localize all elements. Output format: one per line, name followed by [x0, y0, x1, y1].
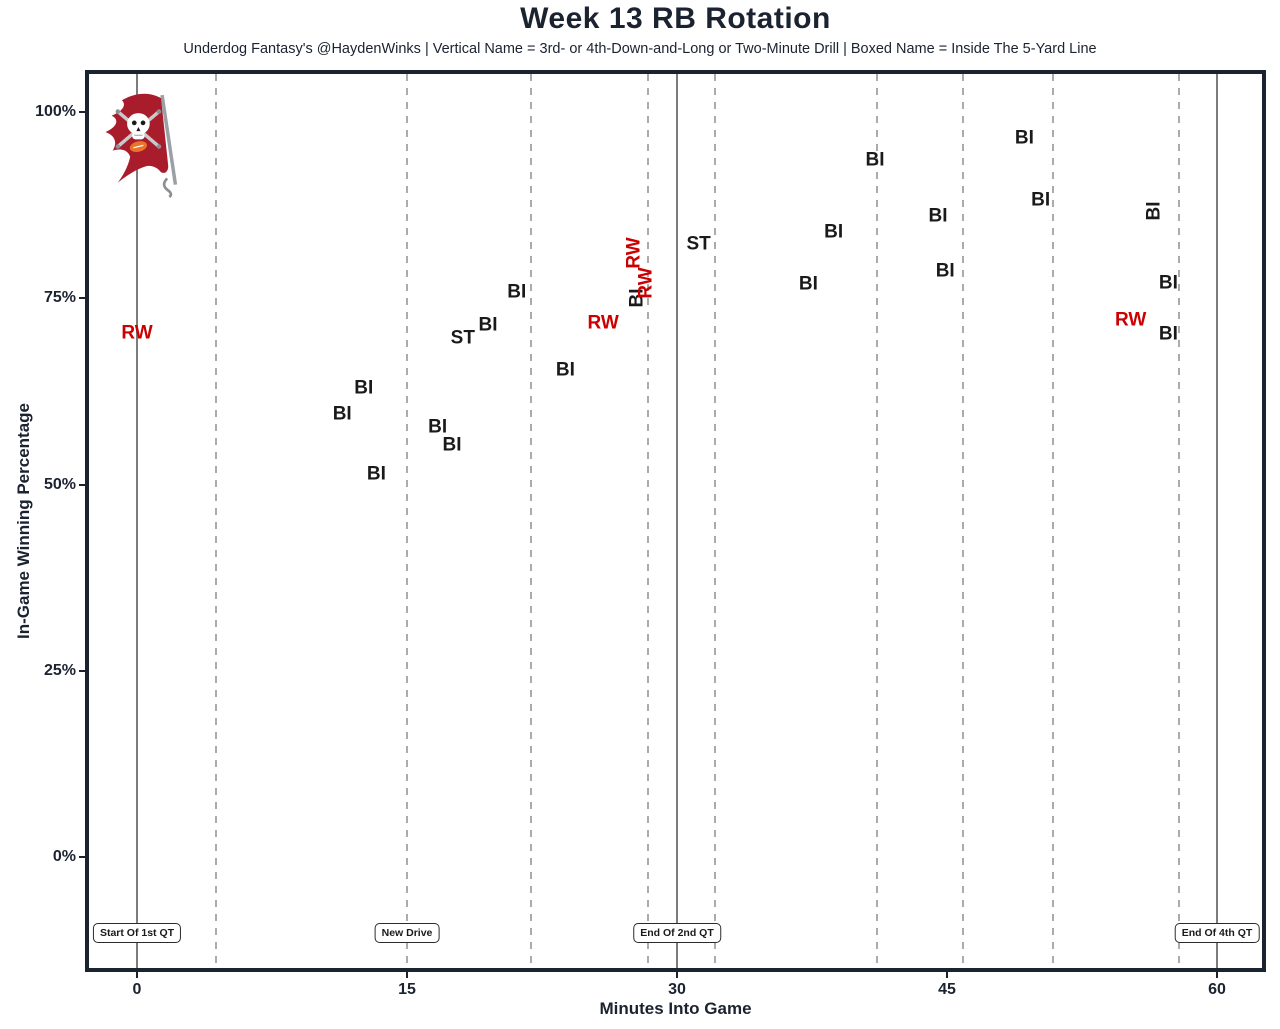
player-label-BI: BI — [928, 205, 948, 227]
x-tick-label: 30 — [668, 981, 686, 998]
annotation-box: Start Of 1st QT — [92, 923, 182, 943]
x-tick-label: 15 — [398, 981, 416, 998]
new-drive-line — [406, 74, 408, 968]
new-drive-line — [962, 74, 964, 968]
player-label-BI: BI — [555, 359, 575, 381]
player-label-BI: BI — [824, 221, 844, 243]
y-tick-label: 75% — [43, 289, 76, 307]
player-label-RW: RW — [623, 237, 645, 269]
player-label-BI: BI — [1031, 189, 1051, 211]
page-subtitle: Underdog Fantasy's @HaydenWinks | Vertic… — [183, 41, 1097, 57]
x-tick-mark — [676, 972, 678, 978]
new-drive-line — [1178, 74, 1180, 968]
player-label-BI: BI — [935, 260, 955, 282]
player-label-RW: RW — [635, 267, 657, 299]
player-label-RW: RW — [121, 322, 153, 344]
annotation-layer: Start Of 1st QT New Drive End Of 2nd QT End… — [89, 74, 1262, 968]
new-drive-line — [876, 74, 878, 968]
page-title: Week 13 RB Rotation — [520, 2, 831, 35]
player-label-BI: BI — [354, 377, 374, 399]
player-label-BI: BI — [1014, 127, 1034, 149]
x-tick-label: 0 — [132, 981, 142, 998]
y-tick-mark — [79, 483, 85, 486]
player-label-BI: BI — [798, 273, 818, 295]
player-label-BI: BI — [478, 314, 498, 336]
quarter-line — [136, 74, 138, 968]
y-tick-label: 50% — [43, 475, 76, 493]
y-tick-label: 25% — [43, 661, 76, 679]
quarter-line — [1216, 74, 1218, 968]
player-label-BI: BI — [442, 434, 462, 456]
y-tick-mark — [79, 669, 85, 672]
player-label-ST: ST — [450, 327, 475, 349]
quarter-line — [676, 74, 678, 968]
player-label-BI: BI — [865, 149, 885, 171]
player-label-BI: BI — [366, 463, 386, 485]
y-tick-label: 100% — [35, 103, 76, 120]
annotation-box: End Of 4th QT — [1174, 923, 1260, 943]
x-axis-title: Minutes Into Game — [599, 999, 752, 1018]
x-tick-label: 60 — [1208, 981, 1226, 998]
new-drive-line — [215, 74, 217, 968]
gridline-layer — [89, 74, 1262, 968]
new-drive-line — [647, 74, 649, 968]
y-axis-title: In-Game Winning Percentage — [14, 403, 33, 639]
player-label-BI: BI — [507, 281, 527, 303]
y-tick-mark — [79, 856, 85, 858]
player-label-BI: BI — [428, 416, 448, 438]
x-tick-mark — [946, 972, 948, 978]
x-tick-mark — [136, 972, 138, 978]
x-tick-label: 45 — [938, 981, 956, 998]
x-tick-mark — [406, 972, 408, 978]
annotation-box: New Drive — [374, 923, 440, 943]
new-drive-line — [530, 74, 532, 968]
player-label-BI: BI — [1158, 272, 1178, 294]
y-tick-mark — [79, 297, 85, 300]
player-label-ST: ST — [686, 233, 711, 255]
player-label-RW: RW — [587, 312, 619, 334]
player-label-RW: RW — [1114, 309, 1147, 331]
annotation-box: End Of 2nd QT — [633, 923, 721, 943]
new-drive-line — [714, 74, 716, 968]
player-label-BI: BI — [1143, 201, 1165, 221]
x-tick-mark — [1216, 972, 1218, 978]
player-label-BI: BI — [332, 403, 352, 425]
y-tick-label: 0% — [52, 848, 76, 865]
player-label-BI: BI — [1158, 323, 1178, 345]
y-tick-mark — [79, 111, 85, 113]
plot-area: RW BI BI BI BI BI ST BI BI BI RW RW BI RW ST BI BI BI BI BI… — [85, 70, 1266, 972]
data-points-layer: RW BI BI BI BI BI ST BI BI BI RW RW BI RW ST BI BI BI BI BI… — [89, 74, 1262, 968]
new-drive-line — [1052, 74, 1054, 968]
buccaneers-flag-icon — [105, 93, 178, 198]
